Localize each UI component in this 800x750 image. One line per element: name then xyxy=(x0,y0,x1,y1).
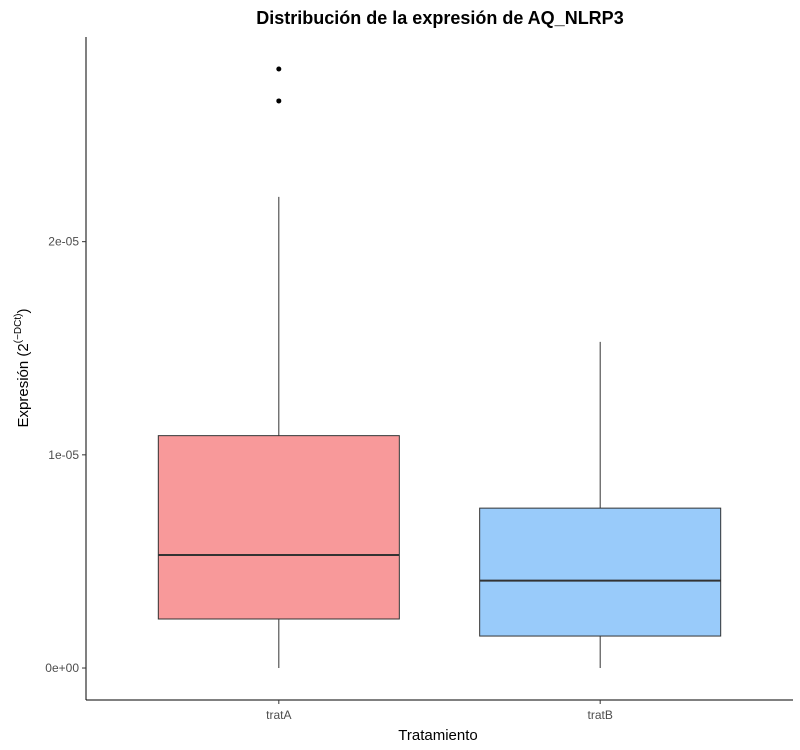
outlier-point xyxy=(276,98,282,104)
iqr-box xyxy=(479,507,722,637)
box-tratA xyxy=(157,66,400,669)
y-tick-label: 2e-05 xyxy=(48,235,79,249)
x-axis-ticks: tratA tratB xyxy=(266,700,613,722)
chart-title: Distribución de la expresión de AQ_NLRP3 xyxy=(256,8,623,28)
y-axis-ticks: 0e+00 1e-05 2e-05 xyxy=(45,235,86,675)
y-axis-title-end: ) xyxy=(15,309,32,314)
y-axis-title: Expresión (2(−DCt)) xyxy=(13,309,32,428)
box-tratB xyxy=(479,341,722,669)
x-axis-title: Tratamiento xyxy=(398,727,477,744)
x-tick-label: tratB xyxy=(588,708,613,722)
iqr-box xyxy=(157,435,400,620)
y-axis-title-superscript: (−DCt) xyxy=(13,314,24,344)
plot-panel xyxy=(157,66,722,669)
y-axis-title-main: Expresión (2 xyxy=(15,343,32,427)
outlier-point xyxy=(276,66,282,72)
y-tick-label: 0e+00 xyxy=(45,661,79,675)
x-tick-label: tratA xyxy=(266,708,291,722)
y-tick-label: 1e-05 xyxy=(48,448,79,462)
